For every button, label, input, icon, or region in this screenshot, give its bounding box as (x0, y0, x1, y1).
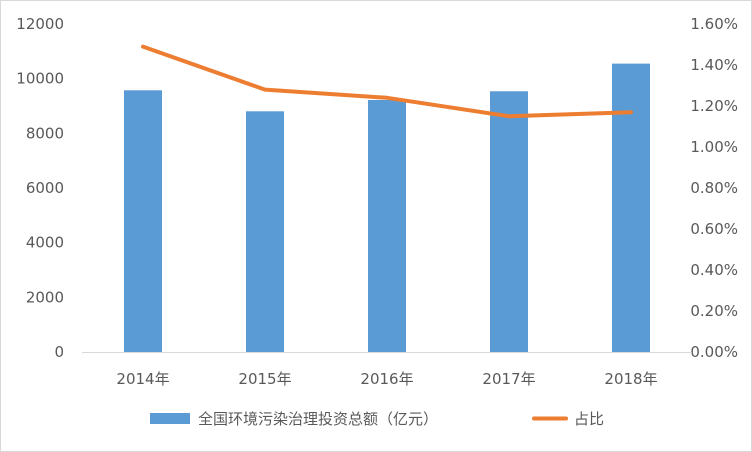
x-axis-tick-label: 2018年 (604, 370, 657, 388)
series-line (141, 44, 633, 119)
right-axis-tick-label: 0.60% (690, 220, 738, 238)
legend: 全国环境污染治理投资总额（亿元） 占比 (150, 410, 604, 428)
right-axis-tick-label: 1.40% (690, 56, 738, 74)
left-axis-tick-label: 4000 (26, 234, 64, 252)
bar-series (124, 63, 650, 353)
left-axis-ticks: 0 2000 4000 6000 8000 10000 12000 (16, 15, 64, 361)
right-axis-tick-label: 0.80% (690, 179, 738, 197)
x-axis-tick-label: 2017年 (482, 370, 535, 388)
right-axis-tick-label: 1.20% (690, 97, 738, 115)
left-axis-tick-label: 2000 (26, 288, 64, 306)
right-axis-tick-label: 1.00% (690, 138, 738, 156)
bar (246, 111, 284, 352)
right-axis-tick-label: 0.40% (690, 261, 738, 279)
x-axis-tick-label: 2015年 (238, 370, 291, 388)
right-axis-tick-label: 0.00% (690, 343, 738, 361)
x-axis-ticks: 2014年 2015年 2016年 2017年 2018年 (116, 370, 657, 388)
left-axis-tick-label: 6000 (26, 179, 64, 197)
legend-label-bar: 全国环境污染治理投资总额（亿元） (198, 410, 438, 428)
left-axis-tick-label: 8000 (26, 124, 64, 142)
bar (368, 99, 406, 352)
right-axis-tick-label: 1.60% (690, 15, 738, 33)
legend-label-line: 占比 (574, 410, 604, 428)
line-series (141, 44, 633, 119)
bar (490, 91, 528, 352)
bar (612, 63, 650, 353)
legend-swatch-bar (150, 413, 190, 424)
x-axis-tick-label: 2014年 (116, 370, 169, 388)
left-axis-tick-label: 10000 (16, 70, 64, 88)
right-axis-ticks: 0.00% 0.20% 0.40% 0.60% 0.80% 1.00% 1.20% 1.40%… (690, 15, 738, 361)
right-axis-tick-label: 0.20% (690, 302, 738, 320)
left-axis-tick-label: 12000 (16, 15, 64, 33)
left-axis-tick-label: 0 (54, 343, 64, 361)
bar (124, 90, 162, 353)
x-axis-tick-label: 2016年 (360, 370, 413, 388)
